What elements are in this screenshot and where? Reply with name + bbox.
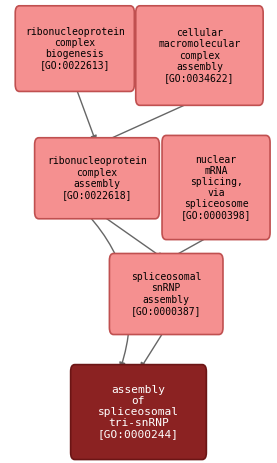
FancyBboxPatch shape [162,136,270,240]
FancyBboxPatch shape [71,365,206,459]
Text: ribonucleoprotein
complex
biogenesis
[GO:0022613]: ribonucleoprotein complex biogenesis [GO… [25,27,125,70]
Text: nuclear
mRNA
splicing,
via
spliceosome
[GO:0000398]: nuclear mRNA splicing, via spliceosome [… [181,155,251,220]
Text: assembly
of
spliceosomal
tri-snRNP
[GO:0000244]: assembly of spliceosomal tri-snRNP [GO:0… [98,385,179,439]
FancyBboxPatch shape [15,6,134,91]
FancyBboxPatch shape [35,138,159,219]
FancyBboxPatch shape [136,6,263,106]
FancyBboxPatch shape [109,254,223,334]
Text: ribonucleoprotein
complex
assembly
[GO:0022618]: ribonucleoprotein complex assembly [GO:0… [47,156,147,200]
Text: cellular
macromolecular
complex
assembly
[GO:0034622]: cellular macromolecular complex assembly… [158,28,240,83]
Text: spliceosomal
snRNP
assembly
[GO:0000387]: spliceosomal snRNP assembly [GO:0000387] [131,272,201,316]
